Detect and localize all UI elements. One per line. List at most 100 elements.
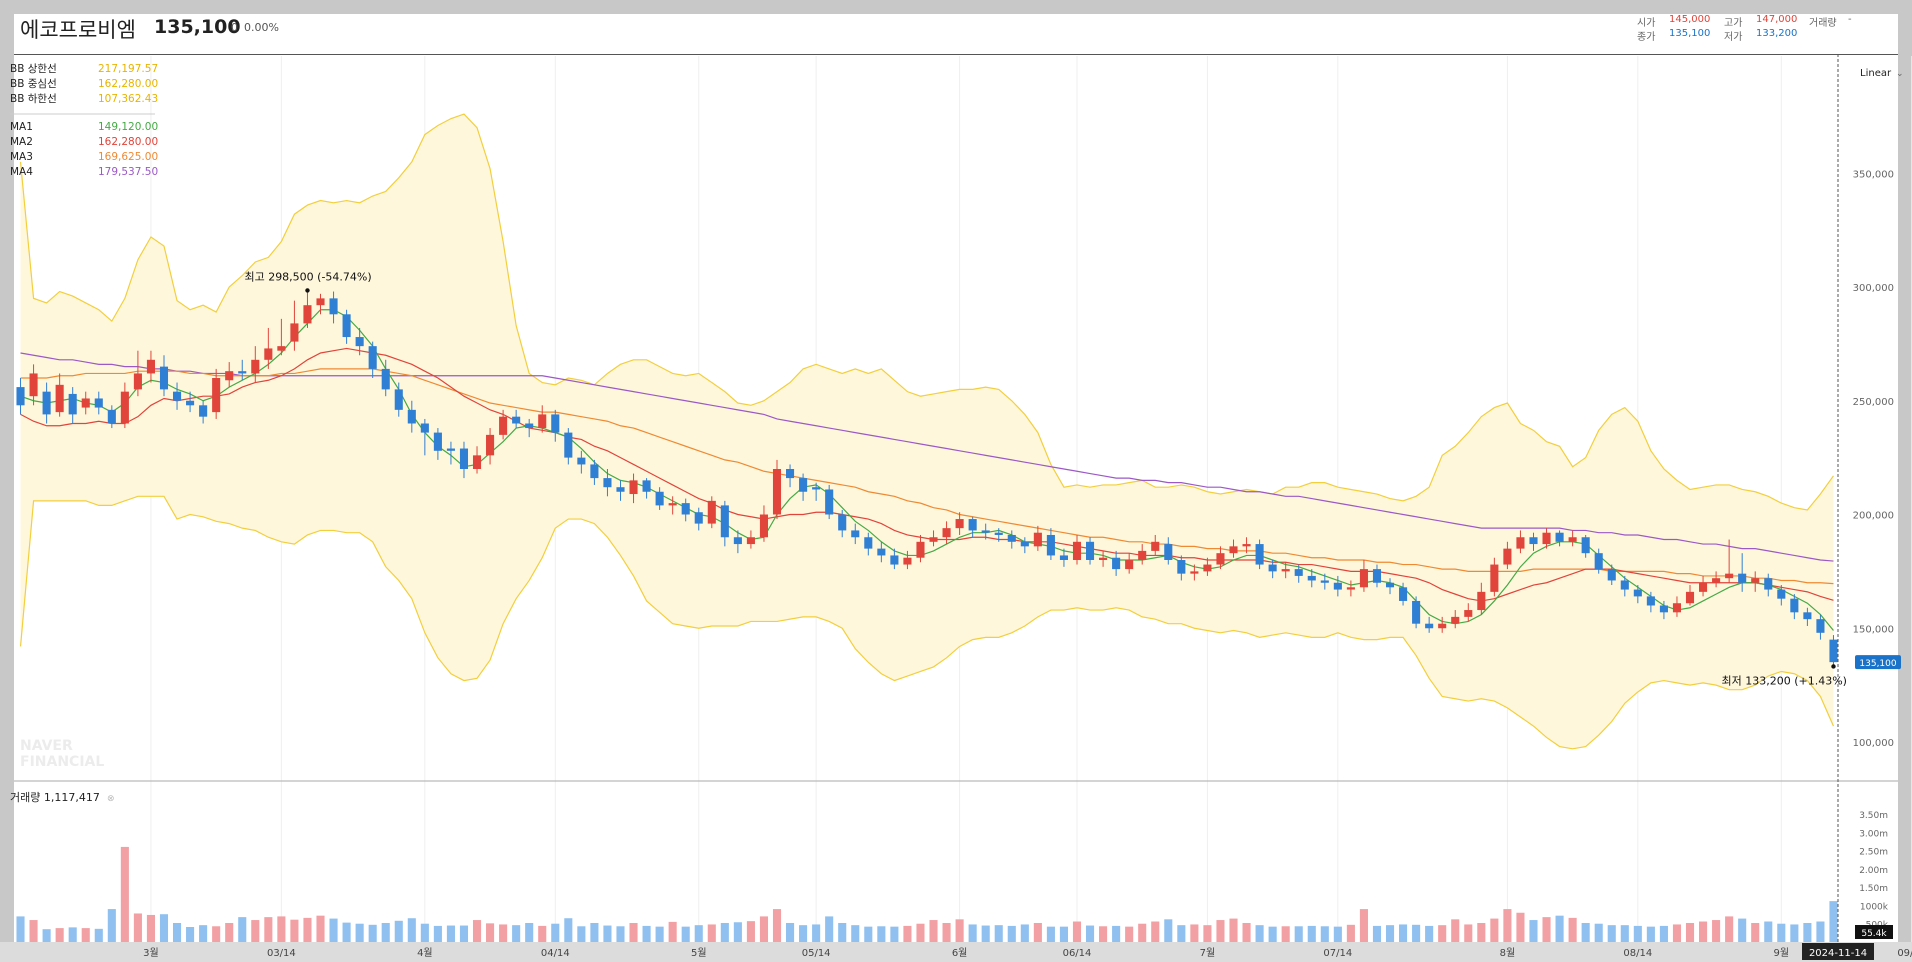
volume-bar bbox=[55, 928, 64, 942]
volume-bar bbox=[172, 922, 182, 942]
candle-body bbox=[459, 448, 469, 469]
volume-bar bbox=[746, 921, 755, 942]
volume-bar bbox=[720, 922, 729, 942]
candle-body bbox=[446, 448, 455, 451]
candle-body bbox=[1399, 587, 1408, 601]
volume-bar bbox=[1177, 925, 1186, 942]
volume-bar bbox=[812, 924, 821, 942]
legend-value: 162,280.00 bbox=[98, 136, 158, 148]
volume-value: - bbox=[1848, 14, 1852, 25]
volume-bar bbox=[355, 923, 364, 942]
volume-bar bbox=[916, 923, 925, 942]
volume-bar bbox=[1242, 922, 1251, 942]
candle-body bbox=[1490, 564, 1499, 592]
legend-value: 169,625.00 bbox=[98, 151, 158, 163]
x-tick-label: 3월 bbox=[143, 947, 159, 959]
candle-body bbox=[186, 400, 195, 406]
volume-bar bbox=[864, 926, 873, 942]
candle-body bbox=[1125, 560, 1134, 570]
volume-bar bbox=[786, 922, 795, 942]
volume-bar bbox=[1829, 901, 1838, 942]
candle-body bbox=[238, 371, 247, 374]
volume-bar bbox=[394, 920, 403, 942]
volume-bar bbox=[772, 909, 782, 942]
candle-body bbox=[1138, 550, 1147, 560]
volume-bar bbox=[420, 923, 429, 942]
candle-body bbox=[368, 346, 377, 369]
volume-bar bbox=[1633, 925, 1642, 942]
volume-bar bbox=[1777, 923, 1786, 942]
volume-bar bbox=[903, 925, 912, 942]
candle-body bbox=[172, 391, 182, 401]
candle-body bbox=[1203, 564, 1212, 572]
candle-body bbox=[1190, 571, 1199, 574]
volume-bar bbox=[1072, 921, 1082, 942]
volume-bar bbox=[525, 922, 534, 942]
candle-body bbox=[1359, 569, 1368, 588]
candle-body bbox=[1320, 580, 1329, 583]
volume-bar bbox=[668, 921, 677, 942]
volume-bar bbox=[577, 926, 586, 942]
volume-bar bbox=[616, 926, 625, 942]
volume-bar bbox=[707, 924, 716, 942]
candle-body bbox=[1046, 534, 1055, 556]
candle-body bbox=[1242, 544, 1251, 547]
candle-body bbox=[694, 512, 703, 524]
volume-bar bbox=[29, 920, 38, 942]
candle-body bbox=[1294, 569, 1303, 576]
volume-bar bbox=[342, 922, 351, 942]
candle-body bbox=[1555, 532, 1564, 542]
candle-body bbox=[394, 389, 403, 410]
candle-body bbox=[525, 423, 534, 429]
high-label: 고가 bbox=[1724, 18, 1743, 29]
price-change: 0 bbox=[231, 21, 238, 34]
volume-bar bbox=[277, 916, 286, 942]
volume-bar bbox=[1490, 918, 1499, 942]
volume-bar bbox=[759, 916, 769, 942]
high-value: 147,000 bbox=[1756, 14, 1798, 25]
volume-bar bbox=[303, 917, 312, 942]
legend-label: MA2 bbox=[10, 136, 33, 148]
candle-body bbox=[407, 409, 416, 424]
x-tick-label: 5월 bbox=[691, 947, 707, 959]
candle-body bbox=[1372, 569, 1382, 583]
volume-bar bbox=[381, 922, 390, 942]
volume-bar bbox=[681, 926, 690, 942]
candle-body bbox=[1333, 582, 1342, 590]
bollinger-band bbox=[19, 113, 1835, 750]
candle-body bbox=[812, 487, 821, 490]
candle-body bbox=[955, 519, 964, 529]
candle-body bbox=[551, 414, 560, 433]
volume-bar bbox=[1477, 922, 1486, 942]
candle-body bbox=[316, 298, 325, 306]
volume-bar bbox=[1216, 920, 1225, 942]
x-tick-label: 04/14 bbox=[541, 948, 570, 959]
candle-body bbox=[1255, 544, 1264, 565]
volume-bar bbox=[1412, 924, 1421, 942]
x-tick-label: 03/14 bbox=[267, 948, 296, 959]
candle-body bbox=[890, 555, 899, 565]
candle-body bbox=[1516, 537, 1525, 549]
candle-body bbox=[825, 489, 834, 515]
volume-bar bbox=[159, 914, 169, 942]
volume-bar bbox=[107, 909, 116, 942]
candle-body bbox=[590, 464, 599, 479]
volume-bars bbox=[16, 846, 1838, 942]
volume-bar bbox=[825, 916, 834, 942]
moving-averages bbox=[20, 309, 1834, 631]
scale-mode-label: Linear bbox=[1860, 68, 1892, 79]
legend-value: 179,537.50 bbox=[98, 166, 158, 178]
volume-bar bbox=[929, 920, 938, 942]
legend-label: BB 하한선 bbox=[10, 92, 57, 105]
volume-bar bbox=[1529, 920, 1538, 942]
volume-bar bbox=[472, 920, 482, 942]
candle-body bbox=[720, 505, 729, 538]
candle-body bbox=[1007, 534, 1016, 542]
volume-bar bbox=[564, 918, 573, 942]
legend-label: MA1 bbox=[10, 121, 33, 133]
candle-body bbox=[538, 414, 547, 429]
candle-body bbox=[1672, 603, 1682, 613]
candle-body bbox=[1464, 610, 1473, 617]
candle-body bbox=[133, 373, 142, 390]
